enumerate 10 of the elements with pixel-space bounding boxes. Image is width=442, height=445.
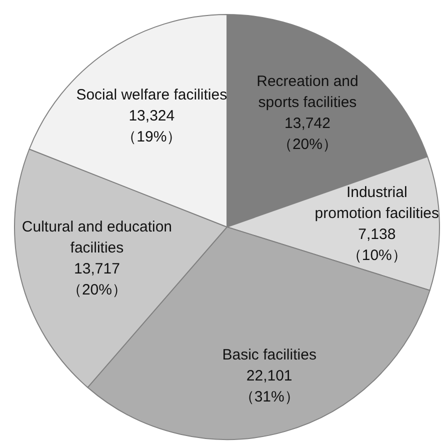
slice-label: Cultural and education facilities — [22, 218, 172, 256]
slice-label: Recreation and sports facilities — [256, 73, 358, 112]
data-label: 22,101 （31%） — [239, 367, 300, 406]
data-label: 7,138 （10%） — [346, 226, 407, 264]
data-label: 13,717 （20%） — [66, 260, 127, 298]
slice-label: Social welfare facilities — [76, 86, 228, 104]
slice-label: Industrial promotion facilities — [314, 184, 439, 222]
slice-label: Basic facilities — [222, 346, 316, 364]
data-label: 13,742 （20%） — [277, 115, 338, 154]
data-label: 13,324 （19%） — [122, 107, 182, 146]
